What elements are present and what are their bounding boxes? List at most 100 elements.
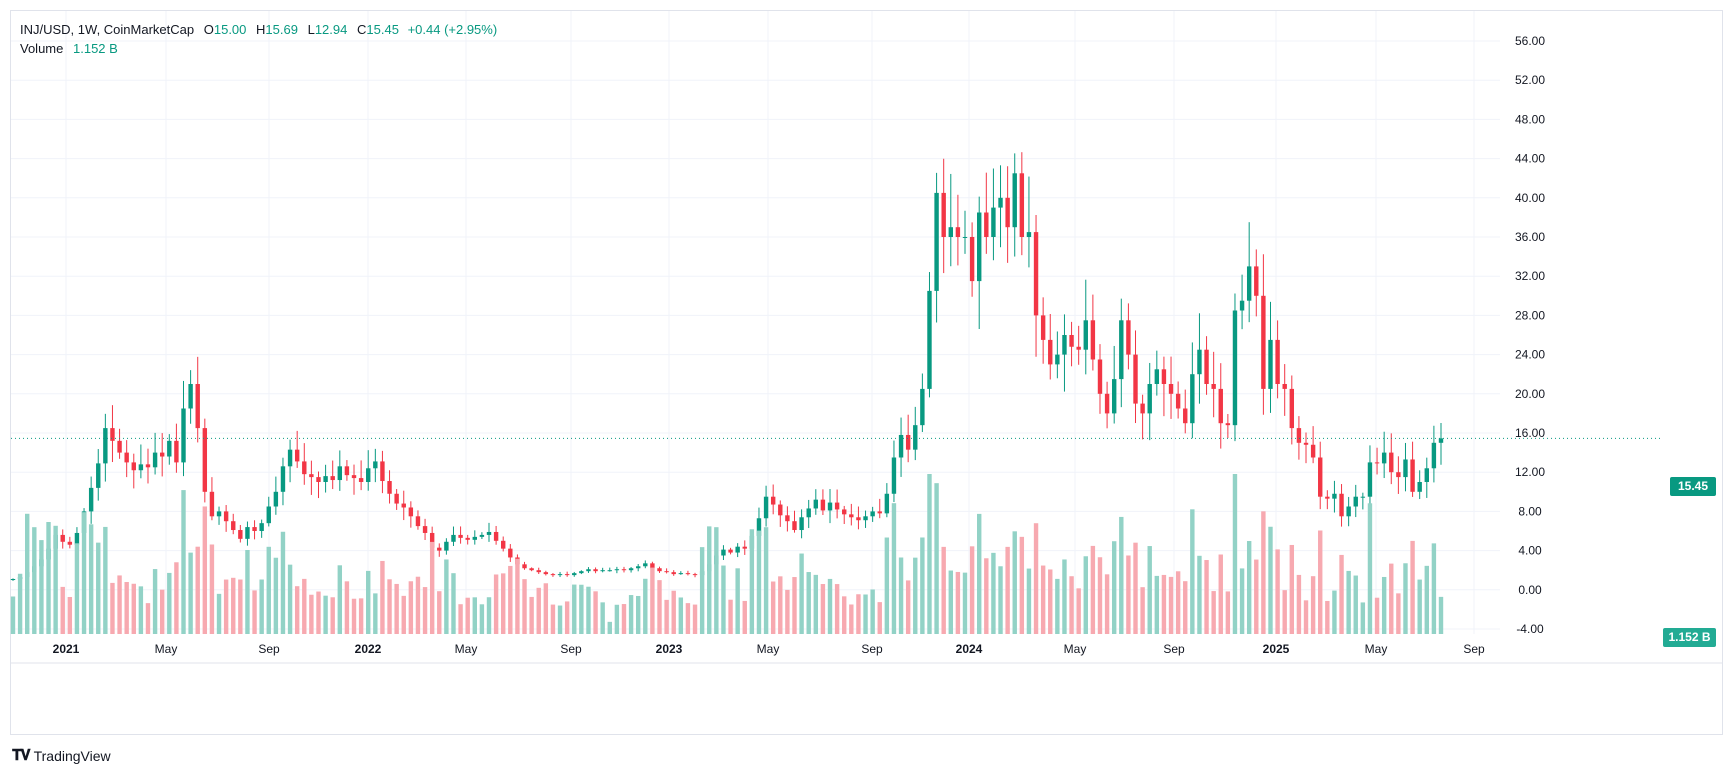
volume-bar — [252, 590, 257, 634]
volume-bar — [543, 583, 549, 634]
volume-bar — [53, 525, 58, 634]
candle-body — [1197, 349, 1202, 375]
candle-body — [1403, 459, 1408, 478]
volume-bar — [280, 531, 286, 634]
volume-bar — [572, 584, 577, 634]
volume-bar — [110, 582, 115, 634]
volume-bar — [88, 524, 94, 634]
candle-body — [557, 574, 563, 576]
candle-body — [572, 573, 577, 576]
volume-bar — [152, 569, 158, 634]
volume-bar — [316, 591, 321, 634]
volume-bar — [550, 604, 556, 634]
candle-body — [252, 527, 257, 531]
candle-body — [650, 563, 655, 569]
candle-body — [316, 477, 321, 482]
candle-body — [145, 464, 151, 468]
volume-bar — [451, 573, 456, 634]
candle-body — [159, 452, 165, 457]
volume-bar — [628, 595, 634, 634]
x-tick-label: May — [155, 642, 178, 656]
candle-body — [834, 502, 840, 510]
volume-bar — [1083, 556, 1088, 634]
y-tick-label: 48.00 — [1515, 112, 1545, 126]
candle-body — [209, 491, 215, 517]
candle-body — [1339, 493, 1344, 517]
candle-body — [1175, 393, 1181, 409]
candle-body — [330, 476, 335, 481]
volume-bar — [209, 544, 215, 634]
candle-body — [849, 514, 854, 518]
volume-bar — [493, 574, 499, 634]
candle-body — [245, 527, 250, 539]
candle-body — [351, 475, 357, 479]
y-tick-label: 32.00 — [1515, 269, 1545, 283]
volume-bar — [508, 565, 513, 634]
candle-body — [174, 440, 179, 463]
candle-body — [259, 523, 264, 531]
volume-bar — [401, 595, 406, 634]
candle-body — [472, 536, 477, 540]
volume-bar — [159, 589, 165, 634]
y-tick-label: 0.00 — [1518, 583, 1542, 597]
x-tick-label: May — [455, 642, 478, 656]
candle-body — [231, 521, 236, 531]
volume-bar — [515, 558, 520, 634]
volume-bar — [1111, 541, 1117, 634]
volume-bar — [394, 583, 399, 634]
candle-body — [1218, 388, 1223, 424]
candle-body — [785, 515, 790, 522]
candle-body — [1012, 173, 1017, 228]
candle-body — [1147, 384, 1152, 414]
volume-bar — [231, 577, 236, 634]
volume-bar — [557, 605, 563, 634]
volume-bar — [145, 603, 151, 634]
candle-body — [1090, 320, 1096, 360]
volume-bar — [607, 621, 612, 634]
candle-body — [1417, 482, 1422, 492]
symbol-label: INJ/USD, 1W, CoinMarketCap — [20, 22, 195, 37]
volume-bar — [692, 604, 698, 634]
volume-bar — [984, 558, 989, 634]
volume-bar — [10, 596, 16, 634]
volume-bar — [948, 570, 953, 634]
volume-bar — [202, 506, 208, 634]
volume-bar — [25, 513, 30, 634]
candle-body — [1275, 339, 1280, 384]
volume-bar — [643, 578, 648, 634]
candle-body — [1289, 388, 1295, 429]
volume-bar — [96, 542, 101, 634]
volume-bar — [877, 602, 882, 634]
candle-body — [635, 566, 641, 569]
footer-brand[interactable]: 𝐓𝐕 TradingView — [12, 747, 111, 764]
candle-body — [323, 476, 328, 482]
volume-bar — [699, 547, 705, 634]
volume-bar — [749, 529, 755, 634]
y-tick-label: 24.00 — [1515, 348, 1545, 362]
candle-body — [1246, 266, 1252, 301]
candle-body — [486, 531, 492, 535]
volume-bar — [600, 602, 605, 634]
volume-bar — [174, 562, 179, 634]
candle-body — [1211, 384, 1216, 389]
candle-body — [479, 534, 485, 537]
volume-bar — [1104, 574, 1110, 634]
volume-bar — [103, 526, 108, 634]
volume-bar — [1126, 555, 1131, 634]
volume-bar — [195, 546, 200, 634]
volume-bar — [344, 581, 350, 634]
candle-body — [1396, 472, 1401, 478]
volume-bar — [991, 552, 996, 634]
candle-body — [593, 569, 598, 572]
volume-bar — [167, 572, 172, 634]
volume-bar — [920, 537, 925, 634]
candle-body — [401, 503, 406, 508]
candle-body — [302, 461, 307, 475]
candle-body — [1126, 320, 1131, 355]
candle-body — [1154, 369, 1160, 384]
candle-body — [955, 227, 961, 237]
volume-bar — [1239, 568, 1245, 634]
candle-body — [1424, 468, 1429, 482]
y-tick-label: 20.00 — [1515, 387, 1545, 401]
